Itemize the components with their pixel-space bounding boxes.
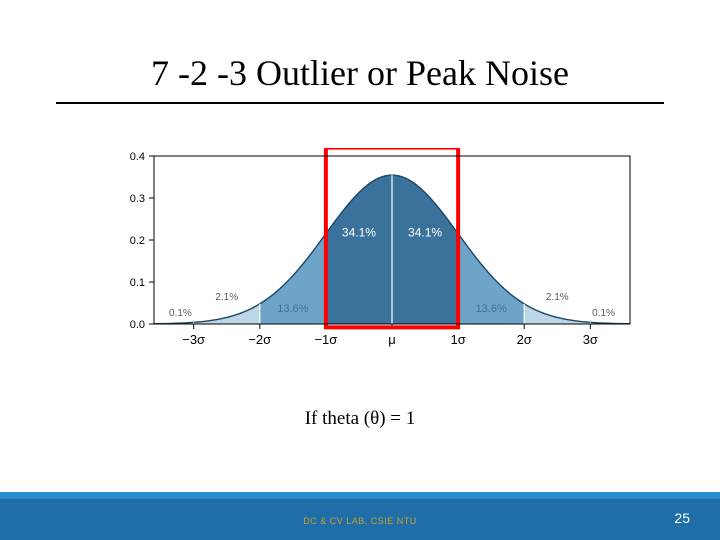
svg-text:2.1%: 2.1% [546, 292, 569, 303]
svg-text:μ: μ [388, 332, 396, 347]
svg-text:1σ: 1σ [450, 332, 465, 347]
title-underline [56, 102, 664, 104]
svg-text:2σ: 2σ [517, 332, 532, 347]
svg-text:0.2: 0.2 [130, 235, 145, 247]
svg-text:0.4: 0.4 [130, 151, 145, 163]
page-number: 25 [674, 510, 690, 526]
svg-text:0.1: 0.1 [130, 277, 145, 289]
svg-text:0.3: 0.3 [130, 193, 145, 205]
chart-svg: 0.0 0.1 0.2 0.3 0.4 −3σ −2σ −1σ μ 1σ 2σ 3σ 0.1% 0.1% 2… [90, 148, 646, 368]
chart-caption: If theta (θ) = 1 [0, 408, 720, 430]
footer-bar: DC & CV LAB. CSIE NTU 25 [0, 492, 720, 540]
svg-text:34.1%: 34.1% [408, 226, 442, 240]
bell-curve-chart: 0.0 0.1 0.2 0.3 0.4 −3σ −2σ −1σ μ 1σ 2σ 3σ 0.1% 0.1% 2… [90, 148, 646, 368]
svg-text:13.6%: 13.6% [277, 303, 308, 315]
slide: 7 -2 -3 Outlier or Peak Noise 0.00.10.20… [0, 0, 720, 540]
svg-text:0.1%: 0.1% [592, 308, 615, 319]
footer-accent [0, 492, 720, 499]
svg-text:2.1%: 2.1% [215, 292, 238, 303]
svg-text:13.6%: 13.6% [476, 303, 507, 315]
svg-text:0.1%: 0.1% [169, 308, 192, 319]
footer-lab-text: DC & CV LAB. CSIE NTU [0, 516, 720, 526]
svg-text:34.1%: 34.1% [342, 226, 376, 240]
svg-text:−2σ: −2σ [248, 332, 271, 347]
svg-text:−1σ: −1σ [314, 332, 337, 347]
svg-text:3σ: 3σ [583, 332, 598, 347]
svg-text:−3σ: −3σ [182, 332, 205, 347]
page-title: 7 -2 -3 Outlier or Peak Noise [0, 0, 720, 102]
svg-text:0.0: 0.0 [130, 319, 145, 331]
